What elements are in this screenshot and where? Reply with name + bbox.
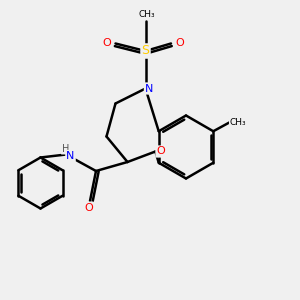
Text: O: O: [84, 202, 93, 213]
Text: N: N: [145, 83, 153, 94]
Text: N: N: [66, 151, 75, 161]
Text: O: O: [175, 38, 184, 49]
Text: CH₃: CH₃: [139, 10, 155, 19]
Text: H: H: [62, 143, 69, 154]
Text: O: O: [156, 146, 165, 157]
Text: CH₃: CH₃: [230, 118, 247, 127]
Text: O: O: [103, 38, 112, 49]
Text: S: S: [142, 44, 149, 58]
